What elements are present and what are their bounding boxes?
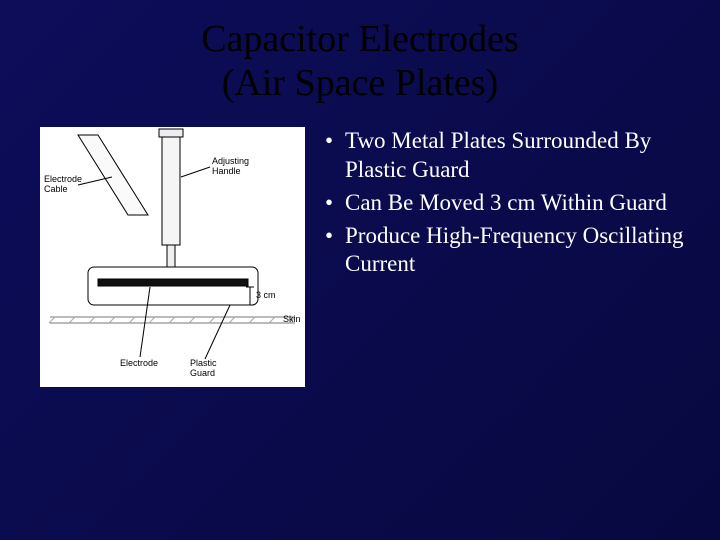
bullet-text: Produce High-Frequency Oscillating Curre…: [345, 223, 684, 277]
label-gap: 3 cm: [256, 291, 276, 301]
label-plastic-guard: PlasticGuard: [190, 359, 217, 379]
bullet-list: Two Metal Plates Surrounded By Plastic G…: [323, 127, 692, 387]
list-item: Two Metal Plates Surrounded By Plastic G…: [323, 127, 692, 185]
list-item: Can Be Moved 3 cm Within Guard: [323, 189, 692, 218]
label-electrode-cable: ElectrodeCable: [44, 175, 82, 195]
title-line-1: Capacitor Electrodes: [201, 18, 519, 60]
diagram-svg: [40, 127, 305, 387]
bullet-text: Two Metal Plates Surrounded By Plastic G…: [345, 128, 651, 182]
slide-title: Capacitor Electrodes (Air Space Plates): [0, 0, 720, 105]
bullet-text: Can Be Moved 3 cm Within Guard: [345, 190, 667, 215]
electrode-diagram: ElectrodeCable AdjustingHandle 3 cm Skin…: [40, 127, 305, 387]
label-adjusting-handle: AdjustingHandle: [212, 157, 249, 177]
content-row: ElectrodeCable AdjustingHandle 3 cm Skin…: [0, 105, 720, 387]
title-line-2: (Air Space Plates): [222, 62, 498, 104]
label-skin: Skin: [283, 315, 301, 325]
list-item: Produce High-Frequency Oscillating Curre…: [323, 222, 692, 280]
label-electrode: Electrode: [120, 359, 158, 369]
